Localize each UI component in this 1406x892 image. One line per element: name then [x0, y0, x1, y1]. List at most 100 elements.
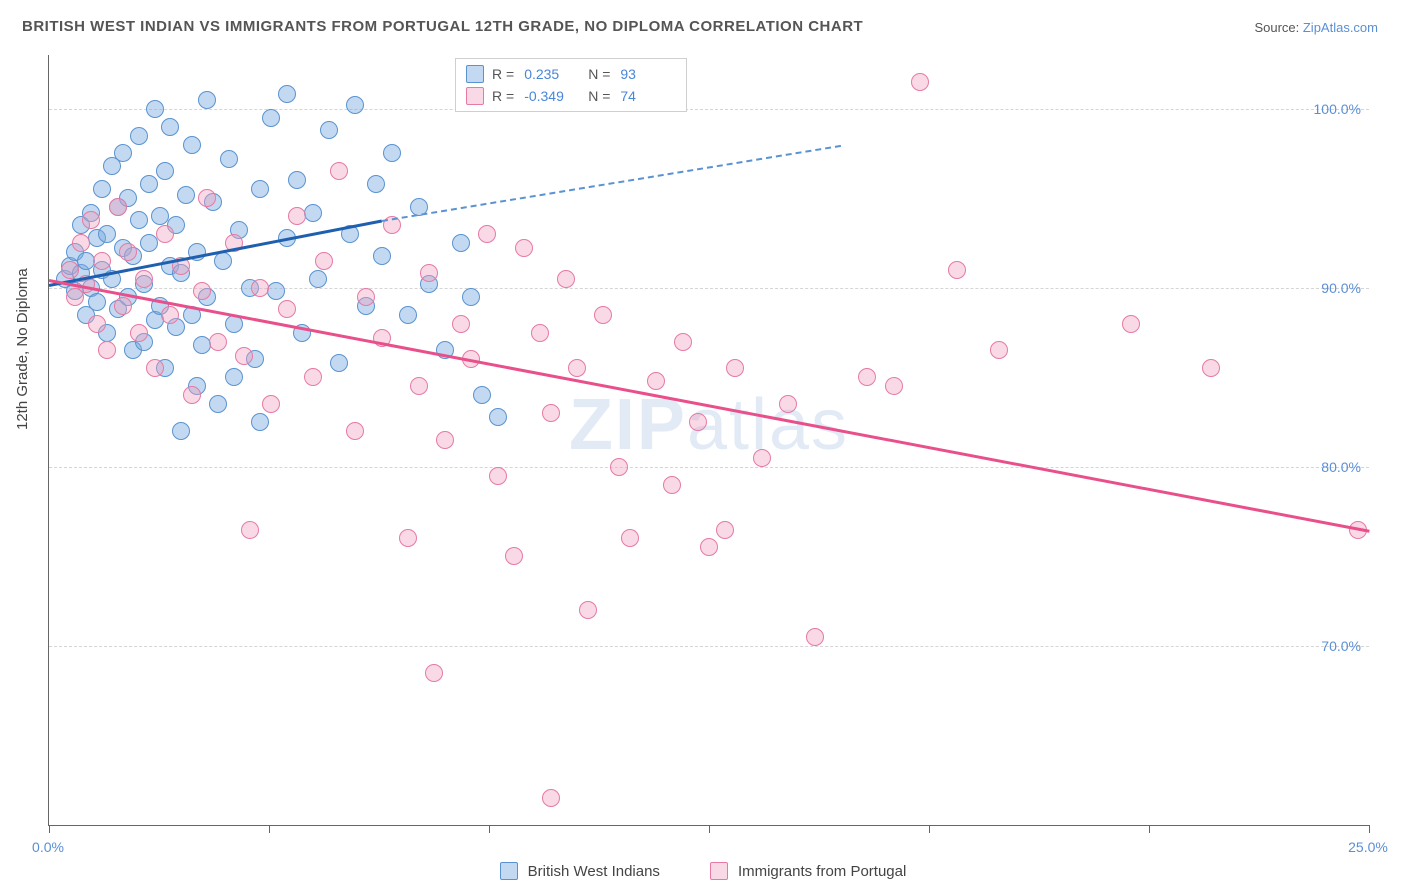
data-point-bwi: [98, 225, 116, 243]
data-point-port: [304, 368, 322, 386]
swatch-bwi-icon: [500, 862, 518, 880]
data-point-bwi: [220, 150, 238, 168]
legend-item-bwi: British West Indians: [500, 862, 660, 880]
data-point-port: [209, 333, 227, 351]
data-point-port: [330, 162, 348, 180]
data-point-port: [146, 359, 164, 377]
legend-row-port: R = -0.349 N = 74: [466, 85, 676, 107]
data-point-port: [156, 225, 174, 243]
data-point-port: [98, 341, 116, 359]
data-point-port: [753, 449, 771, 467]
n-label: N =: [588, 88, 610, 104]
data-point-port: [674, 333, 692, 351]
data-point-port: [489, 467, 507, 485]
series-legend: British West Indians Immigrants from Por…: [0, 862, 1406, 880]
data-point-bwi: [288, 171, 306, 189]
chart-container: BRITISH WEST INDIAN VS IMMIGRANTS FROM P…: [0, 0, 1406, 892]
data-point-port: [420, 264, 438, 282]
data-point-bwi: [373, 247, 391, 265]
trend-line: [381, 145, 841, 222]
data-point-bwi: [177, 186, 195, 204]
source-value: ZipAtlas.com: [1303, 20, 1378, 35]
data-point-bwi: [452, 234, 470, 252]
r-value-port: -0.349: [524, 88, 580, 104]
data-point-port: [515, 239, 533, 257]
data-point-port: [858, 368, 876, 386]
data-point-port: [315, 252, 333, 270]
data-point-port: [911, 73, 929, 91]
data-point-port: [726, 359, 744, 377]
swatch-port-icon: [710, 862, 728, 880]
data-point-port: [72, 234, 90, 252]
data-point-bwi: [309, 270, 327, 288]
n-value-bwi: 93: [620, 66, 676, 82]
data-point-bwi: [198, 91, 216, 109]
data-point-bwi: [140, 175, 158, 193]
x-tick: [489, 825, 490, 833]
correlation-legend: R = 0.235 N = 93 R = -0.349 N = 74: [455, 58, 687, 112]
data-point-bwi: [146, 100, 164, 118]
data-point-port: [689, 413, 707, 431]
data-point-port: [235, 347, 253, 365]
y-tick-label: 90.0%: [1321, 280, 1361, 296]
data-point-port: [262, 395, 280, 413]
data-point-port: [505, 547, 523, 565]
n-label: N =: [588, 66, 610, 82]
data-point-port: [241, 521, 259, 539]
data-point-port: [478, 225, 496, 243]
data-point-bwi: [399, 306, 417, 324]
data-point-bwi: [278, 85, 296, 103]
x-tick-label: 25.0%: [1348, 839, 1388, 855]
data-point-bwi: [462, 288, 480, 306]
data-point-bwi: [88, 293, 106, 311]
data-point-bwi: [346, 96, 364, 114]
data-point-bwi: [489, 408, 507, 426]
data-point-port: [61, 261, 79, 279]
data-point-port: [716, 521, 734, 539]
data-point-port: [990, 341, 1008, 359]
data-point-port: [193, 282, 211, 300]
data-point-port: [82, 211, 100, 229]
trend-line: [49, 279, 1370, 533]
data-point-port: [542, 404, 560, 422]
data-point-bwi: [161, 118, 179, 136]
x-tick: [929, 825, 930, 833]
data-point-port: [399, 529, 417, 547]
data-point-bwi: [156, 162, 174, 180]
legend-item-port: Immigrants from Portugal: [710, 862, 906, 880]
data-point-port: [436, 431, 454, 449]
x-tick: [49, 825, 50, 833]
data-point-bwi: [473, 386, 491, 404]
data-point-bwi: [367, 175, 385, 193]
data-point-bwi: [93, 180, 111, 198]
data-point-port: [183, 386, 201, 404]
data-point-port: [119, 243, 137, 261]
data-point-port: [647, 372, 665, 390]
data-point-port: [557, 270, 575, 288]
data-point-port: [579, 601, 597, 619]
data-point-port: [779, 395, 797, 413]
data-point-port: [135, 270, 153, 288]
r-label: R =: [492, 88, 514, 104]
data-point-bwi: [383, 144, 401, 162]
legend-label-bwi: British West Indians: [528, 863, 660, 880]
y-axis-label: 12th Grade, No Diploma: [14, 268, 31, 430]
y-tick-label: 100.0%: [1314, 101, 1361, 117]
data-point-port: [621, 529, 639, 547]
chart-title: BRITISH WEST INDIAN VS IMMIGRANTS FROM P…: [22, 18, 863, 35]
data-point-port: [531, 324, 549, 342]
data-point-bwi: [320, 121, 338, 139]
data-point-bwi: [130, 127, 148, 145]
data-point-port: [1122, 315, 1140, 333]
data-point-port: [198, 189, 216, 207]
data-point-port: [1202, 359, 1220, 377]
data-point-bwi: [209, 395, 227, 413]
legend-row-bwi: R = 0.235 N = 93: [466, 63, 676, 85]
data-point-port: [594, 306, 612, 324]
data-point-port: [568, 359, 586, 377]
data-point-bwi: [183, 136, 201, 154]
data-point-port: [885, 377, 903, 395]
data-point-port: [425, 664, 443, 682]
data-point-port: [663, 476, 681, 494]
plot-area: ZIPatlas 70.0%80.0%90.0%100.0%: [48, 55, 1369, 826]
